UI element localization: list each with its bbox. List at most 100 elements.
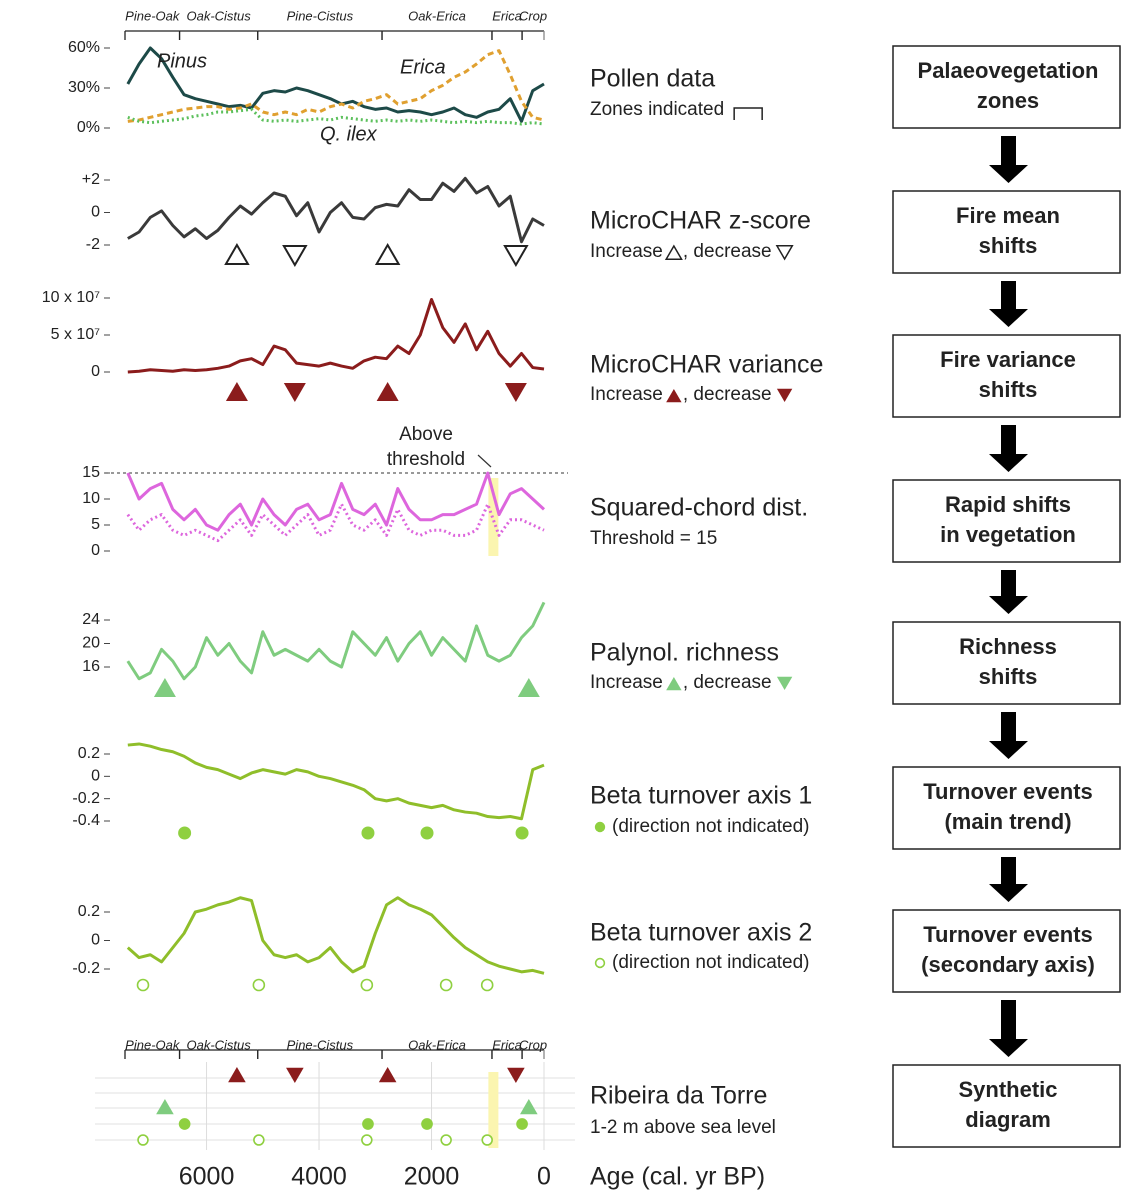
panel-subtitle: Increase bbox=[590, 672, 663, 693]
y-tick-label: 30% bbox=[68, 79, 100, 96]
y-tick-label: -0.4 bbox=[72, 812, 100, 829]
flow-box bbox=[892, 334, 1121, 418]
flow-box-text: shifts bbox=[979, 664, 1038, 689]
y-tick-label: 0.2 bbox=[78, 745, 100, 762]
flow-box-text: Palaeovegetation bbox=[918, 58, 1099, 83]
series-label: Erica bbox=[400, 56, 446, 78]
flow-box-text: Synthetic bbox=[958, 1077, 1057, 1102]
event-marker bbox=[517, 678, 540, 697]
flow-arrow bbox=[989, 1000, 1028, 1057]
y-tick-label: 0 bbox=[91, 204, 100, 221]
flow-box-text: (main trend) bbox=[944, 809, 1071, 834]
panel-title: Pollen data bbox=[590, 65, 715, 93]
flow-box-text: Fire mean bbox=[956, 203, 1060, 228]
x-tick-label: 6000 bbox=[179, 1163, 235, 1191]
y-tick-label: 10 x 10⁷ bbox=[42, 289, 100, 306]
threshold-highlight bbox=[488, 1072, 499, 1148]
event-marker bbox=[374, 243, 401, 265]
panel-subtitle: Zones indicated bbox=[590, 99, 724, 120]
legend-marker bbox=[775, 244, 794, 261]
flow-box-text: in vegetation bbox=[940, 522, 1076, 547]
panel-subtitle: (direction not indicated) bbox=[612, 952, 810, 973]
event-marker bbox=[503, 245, 529, 267]
flow-arrow bbox=[989, 857, 1028, 902]
data-line bbox=[126, 471, 546, 532]
flow-box-text: shifts bbox=[979, 233, 1038, 258]
y-tick-label: 16 bbox=[82, 658, 100, 675]
flow-box-text: Richness bbox=[959, 634, 1057, 659]
data-line bbox=[127, 49, 545, 123]
event-marker bbox=[178, 1118, 191, 1130]
panel-title: Squared-chord dist. bbox=[590, 494, 808, 522]
panel-subtitle: Increase bbox=[590, 241, 663, 262]
annotation-arrow bbox=[477, 454, 492, 468]
flow-box-text: Rapid shifts bbox=[945, 492, 1071, 517]
flow-box bbox=[892, 45, 1121, 129]
y-tick-label: -0.2 bbox=[72, 960, 100, 977]
y-tick-label: 15 bbox=[82, 464, 100, 481]
event-marker bbox=[137, 1134, 149, 1146]
zone-label: Erica bbox=[492, 8, 522, 23]
y-tick-label: -0.2 bbox=[72, 790, 100, 807]
data-line bbox=[126, 601, 546, 681]
zone-label: Crop bbox=[519, 1037, 547, 1052]
flow-box-text: Turnover events bbox=[923, 779, 1093, 804]
y-tick-label: 60% bbox=[68, 39, 100, 56]
y-tick-label: 0.2 bbox=[78, 903, 100, 920]
x-tick-label: 2000 bbox=[404, 1163, 460, 1191]
y-tick-label: 10 bbox=[82, 490, 100, 507]
panel-title: Beta turnover axis 2 bbox=[590, 919, 812, 947]
flow-box bbox=[892, 766, 1121, 850]
event-marker bbox=[594, 957, 606, 969]
panel-subtitle: Threshold = 15 bbox=[590, 528, 717, 549]
panel-subtitle: , decrease bbox=[683, 672, 772, 693]
event-marker bbox=[361, 1134, 373, 1146]
event-marker bbox=[481, 1134, 493, 1146]
panel-subtitle: (direction not indicated) bbox=[612, 816, 810, 837]
series-label: Q. ilex bbox=[320, 123, 378, 145]
zone-label: Oak-Cistus bbox=[186, 1037, 251, 1052]
zone-label: Pine-Cistus bbox=[287, 1037, 354, 1052]
panel-title: MicroCHAR variance bbox=[590, 351, 823, 379]
event-marker bbox=[440, 1134, 452, 1146]
panel-subtitle: 1-2 m above sea level bbox=[590, 1117, 776, 1138]
y-tick-label: 24 bbox=[82, 611, 100, 628]
y-tick-label: 0% bbox=[77, 119, 100, 136]
flow-arrow bbox=[989, 570, 1028, 614]
event-marker bbox=[225, 382, 248, 401]
event-marker bbox=[520, 1099, 538, 1115]
event-marker bbox=[286, 1067, 304, 1083]
zone-label: Pine-Oak bbox=[125, 1037, 181, 1052]
flow-box bbox=[892, 190, 1121, 274]
zone-label: Erica bbox=[492, 1037, 522, 1052]
flow-box-text: diagram bbox=[965, 1107, 1051, 1132]
event-marker bbox=[228, 1067, 246, 1083]
flow-arrow bbox=[989, 712, 1028, 759]
flow-arrow bbox=[989, 136, 1028, 183]
event-marker bbox=[283, 383, 306, 402]
flow-arrow bbox=[989, 425, 1028, 472]
y-tick-label: 20 bbox=[82, 635, 100, 652]
data-line bbox=[127, 297, 545, 374]
data-line bbox=[126, 896, 545, 975]
data-line bbox=[127, 176, 545, 244]
flow-box-text: Turnover events bbox=[923, 922, 1093, 947]
zone-bracket-key bbox=[733, 107, 763, 120]
y-tick-label: 0 bbox=[91, 768, 100, 785]
zone-label: Oak-Cistus bbox=[186, 8, 251, 23]
data-line bbox=[127, 742, 545, 821]
flow-arrow bbox=[989, 281, 1028, 327]
event-marker bbox=[252, 978, 266, 992]
panel-title: Ribeira da Torre bbox=[590, 1082, 767, 1110]
event-marker bbox=[136, 978, 150, 992]
flow-box bbox=[892, 621, 1121, 705]
flow-box bbox=[892, 1064, 1121, 1148]
event-marker bbox=[224, 243, 250, 265]
panel-title: Palynol. richness bbox=[590, 639, 779, 667]
event-marker bbox=[362, 1118, 374, 1130]
event-marker bbox=[178, 826, 192, 840]
event-marker bbox=[378, 1067, 397, 1083]
event-marker bbox=[253, 1134, 265, 1146]
y-tick-label: 0 bbox=[91, 363, 100, 380]
